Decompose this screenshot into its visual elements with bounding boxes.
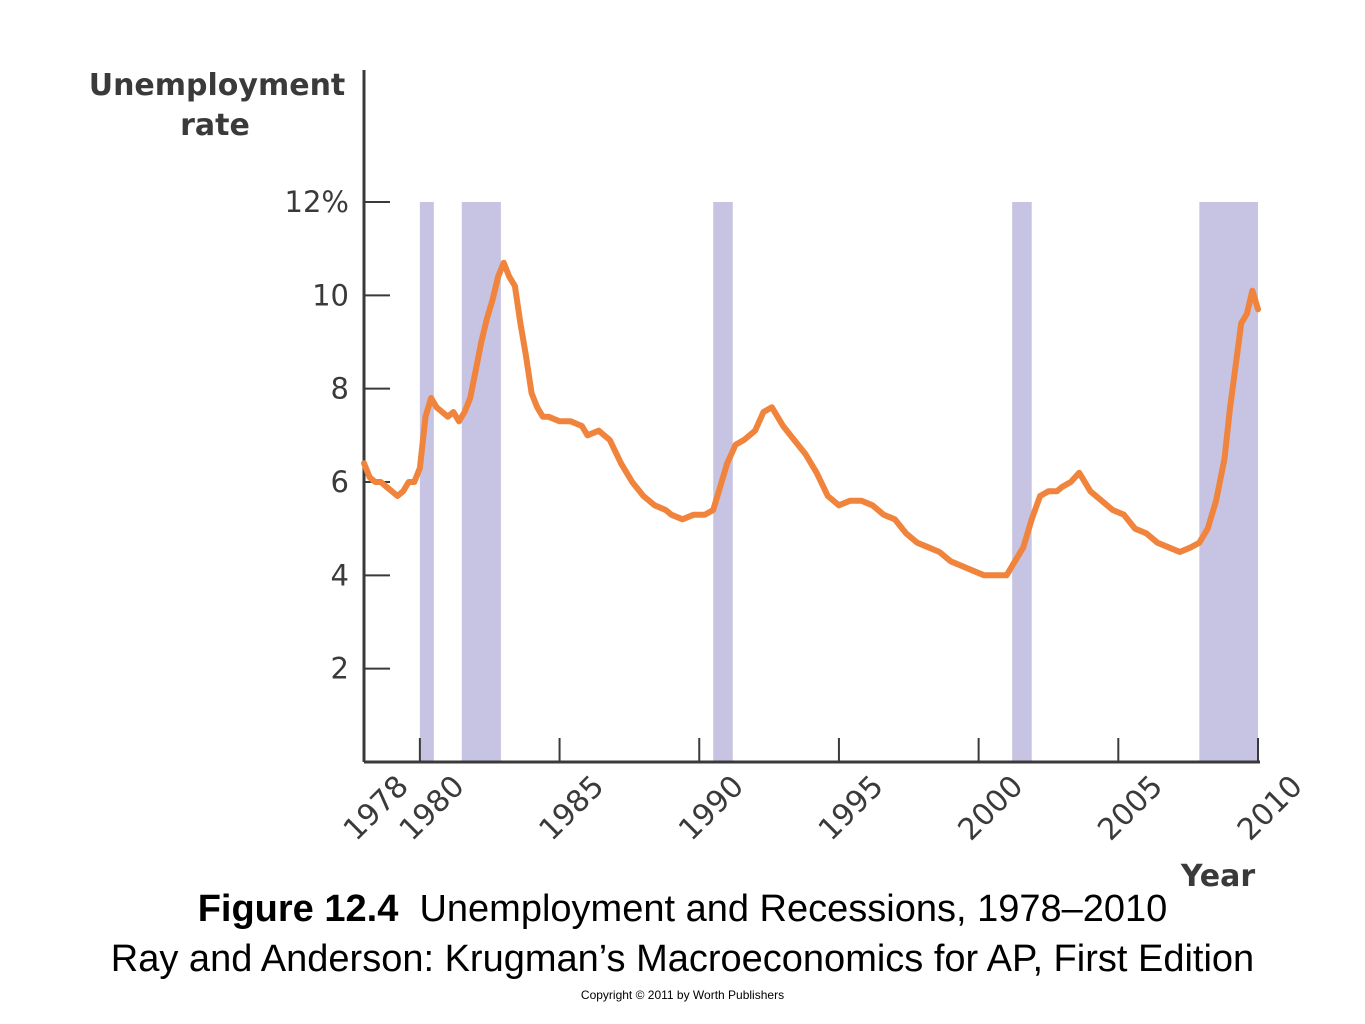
x-tick-label-1978: 1978 <box>337 769 416 848</box>
figure-source: Ray and Anderson: Krugman’s Macroeconomi… <box>110 938 1255 980</box>
figure-caption-title: Figure 12.4 Unemployment and Recessions,… <box>0 888 1365 931</box>
y-axis-title-line2: rate <box>180 108 250 143</box>
x-tick-label-2000: 2000 <box>952 769 1031 848</box>
figure-copyright: Copyright © 2011 by Worth Publishers <box>580 988 785 1002</box>
y-tick-label-12: 12% <box>285 185 349 219</box>
x-tick-label-1995: 1995 <box>812 769 891 848</box>
unemployment-series-line <box>361 259 1261 579</box>
y-tick-label-8: 8 <box>331 372 349 406</box>
x-tick-label-2005: 2005 <box>1091 769 1170 848</box>
x-tick-label-2010: 2010 <box>1231 769 1310 848</box>
x-tick-label-1990: 1990 <box>672 769 751 848</box>
y-ticks: 2 4 6 8 10 12% <box>285 185 390 686</box>
y-tick-label-10: 10 <box>312 278 349 312</box>
recession-band-1 <box>419 202 434 762</box>
y-axis-title-line1: Unemployment <box>89 68 346 103</box>
x-tick-label-1985: 1985 <box>532 769 611 848</box>
figure-title: Unemployment and Recessions, 1978–2010 <box>419 888 1168 930</box>
y-tick-label-6: 6 <box>331 465 349 499</box>
y-tick-label-4: 4 <box>331 558 349 592</box>
recession-band-4 <box>1012 202 1032 762</box>
recession-bands <box>419 202 1258 762</box>
recession-band-5 <box>1199 202 1258 762</box>
x-tick-label-1980: 1980 <box>393 769 472 848</box>
x-axis-title: Year <box>1180 859 1256 894</box>
figure-label: Figure 12.4 <box>197 888 399 930</box>
y-tick-label-2: 2 <box>331 652 349 686</box>
